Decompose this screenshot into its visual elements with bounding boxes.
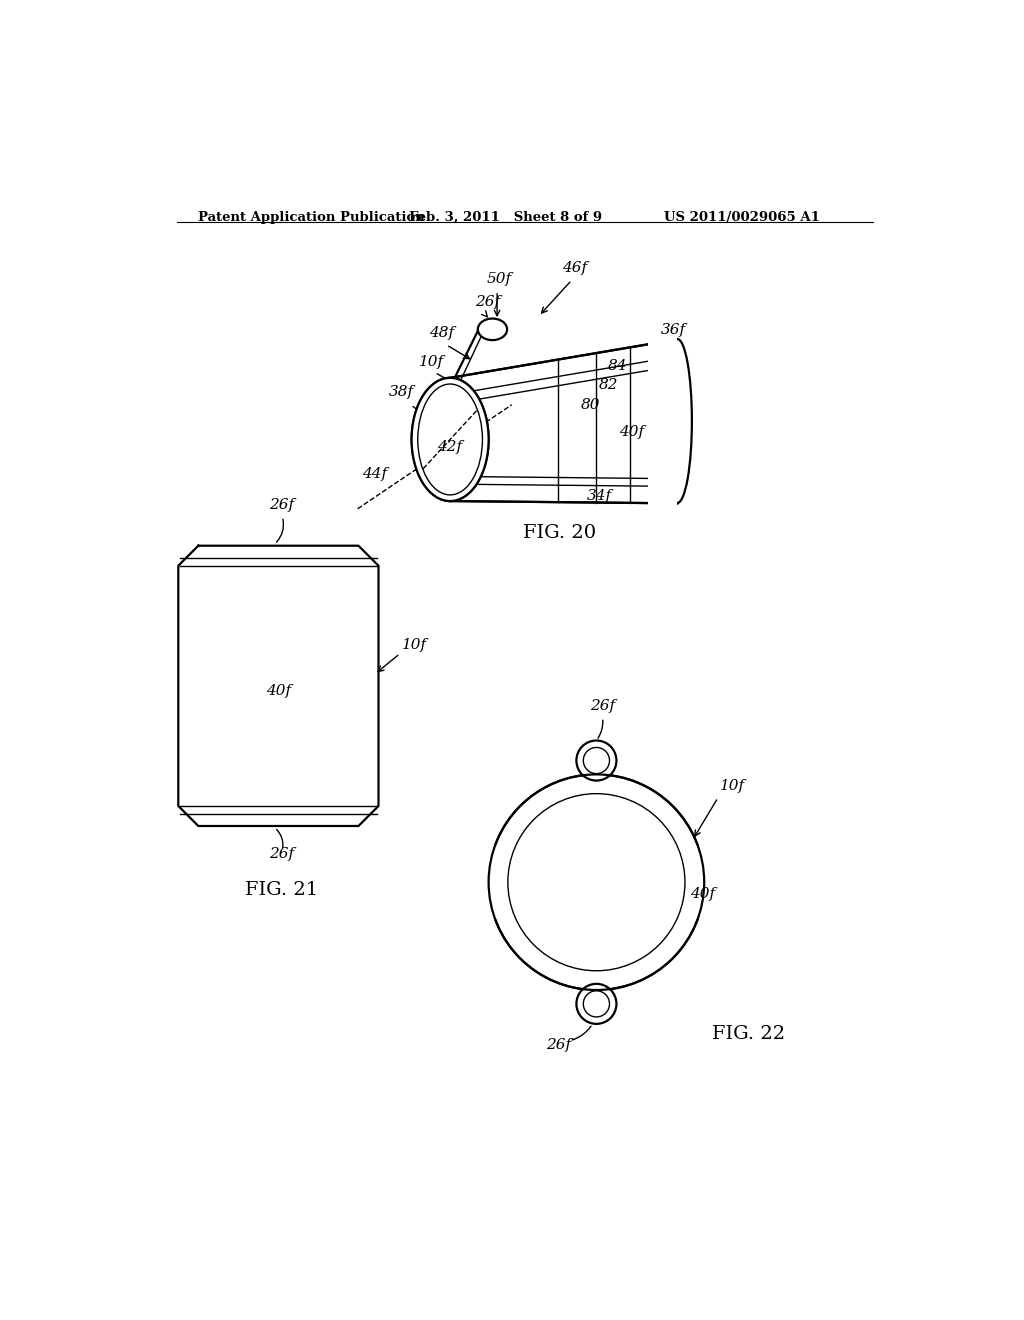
Text: 10f: 10f [401,638,427,652]
Text: 26f: 26f [547,1038,571,1052]
Circle shape [577,741,616,780]
Text: 42f: 42f [437,440,462,454]
Text: 26f: 26f [269,498,294,512]
Text: 26f: 26f [590,698,615,713]
Ellipse shape [412,378,488,502]
Text: 80: 80 [581,397,600,412]
Text: 26f: 26f [269,847,294,862]
Circle shape [488,775,705,990]
Ellipse shape [663,339,692,503]
Circle shape [577,983,616,1024]
Text: 50f: 50f [486,272,511,286]
Text: Feb. 3, 2011   Sheet 8 of 9: Feb. 3, 2011 Sheet 8 of 9 [410,211,602,224]
Text: 36f: 36f [660,323,685,337]
Text: 10f: 10f [419,355,444,370]
Text: 40f: 40f [620,425,645,438]
Bar [648,335,677,507]
Text: 26f: 26f [475,296,500,309]
Text: FIG. 20: FIG. 20 [523,524,596,543]
Text: Patent Application Publication: Patent Application Publication [199,211,425,224]
Text: FIG. 22: FIG. 22 [712,1026,785,1043]
Text: 46f: 46f [562,261,587,276]
Ellipse shape [412,378,488,502]
Text: 44f: 44f [361,467,387,480]
Text: 48f: 48f [429,326,455,341]
Text: US 2011/0029065 A1: US 2011/0029065 A1 [665,211,820,224]
Ellipse shape [478,318,507,341]
Text: 82: 82 [599,379,618,392]
Text: FIG. 21: FIG. 21 [245,882,317,899]
Text: 10f: 10f [720,779,744,793]
Text: 38f: 38f [388,384,414,399]
Text: 84: 84 [608,359,628,374]
Text: 40f: 40f [690,887,716,900]
Text: 40f: 40f [266,684,291,698]
Text: 34f: 34f [587,488,612,503]
